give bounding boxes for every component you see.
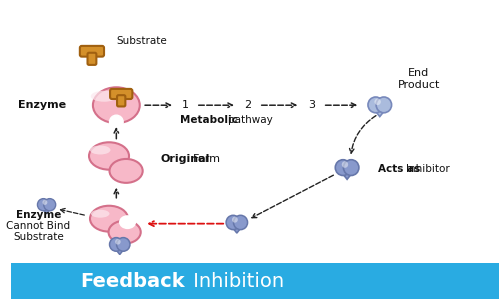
Circle shape	[42, 200, 48, 205]
Circle shape	[368, 97, 384, 113]
Ellipse shape	[90, 146, 110, 154]
Circle shape	[44, 199, 56, 211]
Circle shape	[226, 215, 240, 230]
Circle shape	[116, 238, 130, 251]
Text: End: End	[408, 68, 430, 78]
Text: Substrate: Substrate	[116, 35, 167, 46]
Circle shape	[115, 239, 120, 244]
Text: Original: Original	[160, 154, 210, 164]
Ellipse shape	[110, 159, 142, 183]
Ellipse shape	[119, 215, 136, 229]
Circle shape	[376, 97, 392, 113]
Polygon shape	[370, 105, 389, 117]
Circle shape	[38, 199, 50, 211]
FancyBboxPatch shape	[117, 95, 126, 106]
Circle shape	[342, 161, 348, 168]
Polygon shape	[112, 244, 128, 254]
Text: Inhibitor: Inhibitor	[406, 164, 450, 174]
Circle shape	[232, 217, 238, 223]
Text: Inhibition: Inhibition	[187, 272, 284, 291]
Ellipse shape	[90, 91, 118, 102]
Polygon shape	[228, 223, 245, 233]
FancyBboxPatch shape	[110, 89, 132, 99]
Text: pathway: pathway	[228, 115, 273, 125]
Circle shape	[374, 98, 381, 105]
Ellipse shape	[93, 87, 140, 123]
Text: Enzyme: Enzyme	[18, 100, 66, 110]
Circle shape	[344, 160, 359, 176]
Text: Acts as: Acts as	[378, 164, 420, 174]
Text: 2: 2	[244, 100, 252, 110]
Polygon shape	[338, 168, 356, 179]
Text: 1: 1	[182, 100, 189, 110]
Text: 3: 3	[308, 100, 315, 110]
Text: Metabolic: Metabolic	[180, 115, 238, 125]
Text: Cannot Bind: Cannot Bind	[6, 220, 70, 231]
Polygon shape	[40, 205, 54, 214]
FancyBboxPatch shape	[80, 46, 104, 57]
Text: Product: Product	[398, 80, 440, 90]
Circle shape	[336, 160, 350, 176]
FancyBboxPatch shape	[88, 53, 96, 65]
Circle shape	[110, 238, 123, 251]
Ellipse shape	[108, 221, 140, 244]
Text: Substrate: Substrate	[13, 232, 64, 242]
Bar	[12, 263, 500, 299]
Ellipse shape	[89, 142, 129, 170]
Text: Form: Form	[193, 154, 221, 164]
Ellipse shape	[90, 206, 128, 232]
Circle shape	[110, 115, 123, 129]
Circle shape	[234, 215, 247, 230]
Text: Enzyme: Enzyme	[16, 210, 61, 220]
Ellipse shape	[91, 210, 110, 218]
Text: Feedback: Feedback	[80, 272, 184, 291]
